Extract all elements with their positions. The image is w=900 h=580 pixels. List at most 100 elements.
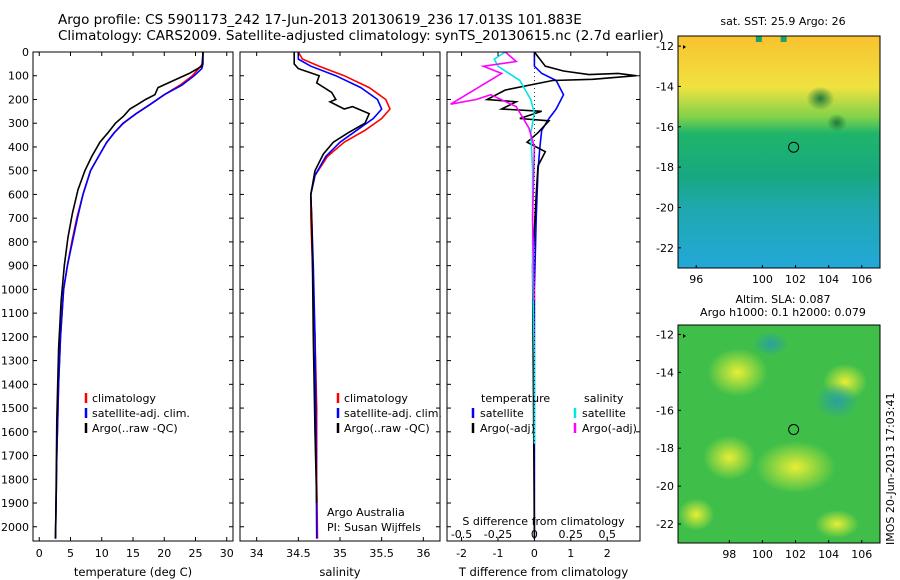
x-axis-label: T difference from climatology [458,565,629,579]
x-tick-label: 15 [126,547,140,560]
panel-frame [239,51,441,542]
x-tick-label: 34.5 [286,547,311,560]
x-tick-label: 10 [95,547,109,560]
map-x-tick-label: 104 [818,273,839,286]
map-x-tick-label: 100 [752,548,773,561]
y-tick-label: 1600 [1,426,29,439]
legend-diff-t-sat-label: satellite [480,407,524,420]
x-tick-label: 0 [531,547,538,560]
sla-frame [677,324,881,544]
y-tick-label: 400 [8,141,29,154]
x-tick-label: 30 [220,547,234,560]
annotation-argo-australia: Argo Australia [327,506,405,519]
map-y-tick-label: -14 [656,366,674,379]
y-tick-label: 300 [8,117,29,130]
y-tick-label: 1300 [1,355,29,368]
sst-map-title: sat. SST: 25.9 Argo: 26 [720,15,846,28]
panel-salinity: 34 34.5 35 35.5 36 salinity [239,51,441,579]
x-top-tick-label: 0.5 [598,528,616,541]
map-y-tick-label: -20 [656,201,674,214]
panel-difference: -2 -1 0 1 2 T difference from climatology [446,51,641,579]
legend-temperature-label: satellite-adj. clim. [92,407,190,420]
legend-diff-s-argo-label: Argo(-adj) [582,422,637,435]
legend-temperature-label: climatology [92,392,156,405]
x-axis-label: salinity [319,565,360,579]
map-x-tick-label: 106 [851,548,872,561]
map-x-tick-label: 96 [689,273,703,286]
map-y-tick-label: -22 [656,242,674,255]
x-tick-label: 20 [157,547,171,560]
y-tick-label: 1500 [1,402,29,415]
x-tick-label: 1 [567,547,574,560]
series-s-argo [450,51,536,302]
map-y-tick-label: -18 [656,161,674,174]
sst-patch [755,36,762,42]
map-y-tick-label: -16 [656,121,674,134]
sla-high [703,435,756,480]
sla-map-title-1: Altim. SLA: 0.087 [735,293,831,306]
x-tick-label: 36 [416,547,430,560]
sst-field [678,36,880,268]
legend-salinity-label: Argo(..raw -QC) [344,422,430,435]
x-axis-label: temperature (deg C) [74,565,192,579]
sla-map-title-2: Argo h1000: 0.1 h2000: 0.079 [700,306,866,319]
sla-map: -12 -14 -16 -18 -20 -22 98 100 102 104 106 [656,324,881,561]
sla-high [678,498,715,531]
x-tick-label: -2 [456,547,467,560]
x-tick-label: 25 [189,547,203,560]
map-x-tick-label: 106 [851,273,872,286]
panel-temperature: 0 5 10 15 20 25 300100200300400500600700800900… [1,46,234,579]
y-tick-label: 100 [8,70,29,83]
series-t-satellite [533,52,565,539]
title-line-2: Climatology: CARS2009. Satellite-adjuste… [58,28,664,44]
y-tick-label: 1900 [1,497,29,510]
legend-temperature-label: Argo(..raw -QC) [92,422,178,435]
legend-diff-salinity-header: salinity [584,392,624,405]
sst-argo-marker [788,141,800,153]
y-tick-label: 1700 [1,450,29,463]
legend-diff-temperature-header: temperature [481,392,550,405]
sst-frame [677,35,881,269]
sst-patch-2 [780,36,787,42]
y-tick-label: 1200 [1,331,29,344]
sst-map: -12 -14 -16 -18 -20 -22 96 100 102 104 106 [656,35,881,286]
map-y-tick-label: -22 [656,518,674,531]
x-tick-label: 35 [333,547,347,560]
x-top-tick-label: -0.5 [451,528,472,541]
series-t-argo [484,51,637,539]
series-satellite [54,52,204,539]
sla-high [814,510,859,539]
x-axis-label-top: S difference from climatology [462,515,625,528]
x-tick-label: 35.5 [369,547,394,560]
sla-low [752,331,789,356]
y-tick-label: 900 [8,260,29,273]
series-climatology [54,51,204,539]
y-tick-label: 700 [8,212,29,225]
x-top-tick-label: 0 [531,528,538,541]
panel-frame [446,51,641,542]
y-tick-label: 0 [22,46,29,59]
series-argo [293,52,371,504]
y-tick-label: 200 [8,93,29,106]
map-y-tick-label: -16 [656,404,674,417]
map-x-tick-label: 102 [785,548,806,561]
y-tick-label: 2000 [1,521,29,534]
x-tick-label: 5 [67,547,74,560]
x-tick-label: 2 [604,547,611,560]
y-tick-label: 1100 [1,307,29,320]
sla-argo-marker [788,424,800,436]
x-top-tick-label: 0.25 [559,528,584,541]
annotation-pi: PI: Susan Wijffels [327,521,421,534]
map-y-tick-label: -18 [656,442,674,455]
map-x-tick-label: 102 [785,273,806,286]
legend-salinity-label: climatology [344,392,408,405]
sla-high [707,348,768,397]
sla-corner-mark [683,334,686,338]
map-x-tick-label: 98 [722,548,736,561]
sst-eddy-2 [826,113,847,132]
map-x-tick-label: 100 [752,273,773,286]
series-argo [54,51,204,539]
map-y-tick-label: -20 [656,480,674,493]
y-tick-label: 1000 [1,283,29,296]
